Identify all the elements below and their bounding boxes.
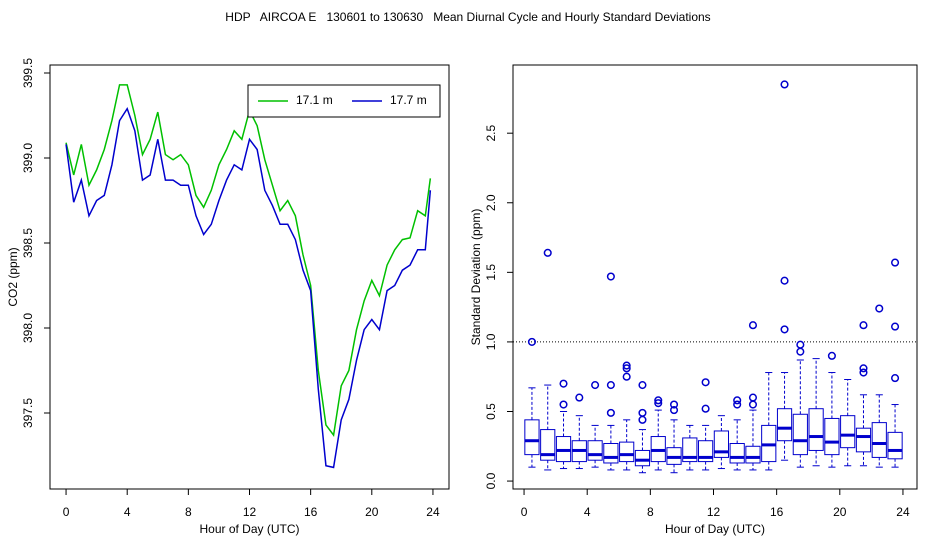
outlier: [559, 379, 568, 388]
box: [887, 431, 903, 460]
box: [634, 449, 651, 467]
legend-label: 17.1 m: [296, 93, 333, 107]
x-tick-label: 0: [521, 505, 528, 519]
box: [540, 429, 556, 461]
box: [808, 408, 824, 451]
box: [603, 442, 619, 464]
y-tick-label: 397.5: [21, 398, 35, 428]
y-tick-label: 2.5: [484, 125, 498, 142]
y-tick-label: 399.0: [21, 143, 35, 173]
outlier: [622, 361, 631, 370]
box: [792, 413, 808, 456]
outlier: [780, 276, 789, 285]
x-tick-label: 24: [426, 505, 440, 519]
outlier: [559, 400, 568, 409]
outlier: [891, 322, 900, 331]
outlier: [796, 340, 805, 349]
x-tick-label: 20: [365, 505, 379, 519]
outlier: [543, 248, 552, 257]
box: [619, 441, 635, 463]
box: [524, 419, 540, 456]
x-tick-label: 12: [707, 505, 721, 519]
outlier: [859, 368, 868, 377]
outlier: [859, 364, 868, 373]
box: [840, 415, 856, 449]
outlier: [796, 347, 805, 356]
x-tick-label: 0: [63, 505, 70, 519]
box: [682, 437, 698, 463]
x-tick-label: 16: [304, 505, 318, 519]
x-tick-label: 4: [584, 505, 591, 519]
outlier: [780, 80, 789, 89]
outlier: [748, 321, 758, 330]
outlier: [827, 351, 836, 360]
outlier: [669, 406, 679, 415]
outlier: [891, 258, 900, 267]
x-tick-label: 20: [833, 505, 847, 519]
y-axis-label: CO2 (ppm): [6, 247, 20, 306]
data-line: [65, 84, 432, 437]
figure-title: HDP AIRCOA E 130601 to 130630 Mean Diurn…: [225, 10, 710, 24]
outlier: [622, 372, 631, 381]
x-axis-label: Hour of Day (UTC): [199, 522, 299, 536]
outlier: [859, 321, 868, 330]
x-axis-label: Hour of Day (UTC): [665, 522, 765, 536]
y-tick-label: 398.0: [21, 313, 35, 343]
box: [824, 417, 840, 456]
outlier: [748, 400, 758, 409]
outlier: [669, 400, 679, 409]
box: [871, 422, 887, 458]
outlier: [575, 393, 584, 402]
outlier: [701, 378, 710, 387]
outlier: [733, 396, 742, 405]
outlier: [606, 381, 615, 390]
x-tick-label: 4: [124, 505, 131, 519]
y-tick-label: 1.5: [484, 264, 498, 281]
y-tick-label: 2.0: [484, 194, 498, 211]
y-tick-label: 398.5: [21, 228, 35, 258]
outlier: [638, 381, 647, 390]
box: [713, 430, 729, 458]
x-tick-label: 8: [185, 505, 192, 519]
box: [587, 440, 603, 461]
outlier: [780, 325, 789, 334]
outlier: [606, 408, 615, 417]
box: [729, 442, 745, 464]
outlier: [733, 400, 742, 409]
plot-frame: [512, 64, 918, 490]
y-tick-label: 0.0: [484, 472, 498, 489]
outlier: [891, 374, 900, 383]
x-tick-label: 16: [770, 505, 784, 519]
outlier: [701, 404, 710, 413]
y-axis-label: Standard Deviation (ppm): [469, 209, 483, 346]
outlier: [654, 396, 663, 405]
outlier: [654, 399, 663, 408]
outlier: [638, 408, 647, 417]
box: [745, 445, 761, 464]
outlier: [527, 337, 536, 346]
outlier: [622, 364, 631, 373]
box: [776, 408, 793, 442]
x-tick-label: 8: [647, 505, 654, 519]
box: [855, 427, 872, 453]
x-tick-label: 12: [243, 505, 257, 519]
outlier: [875, 304, 884, 313]
outlier: [591, 381, 600, 390]
x-tick-label: 24: [896, 505, 910, 519]
y-tick-label: 1.0: [484, 333, 498, 350]
y-tick-label: 0.5: [484, 403, 498, 420]
legend-label: 17.7 m: [390, 93, 427, 107]
outlier: [638, 415, 647, 424]
outlier: [606, 272, 615, 281]
y-tick-label: 399.5: [21, 58, 35, 88]
outlier: [748, 393, 758, 402]
data-line: [65, 106, 432, 469]
